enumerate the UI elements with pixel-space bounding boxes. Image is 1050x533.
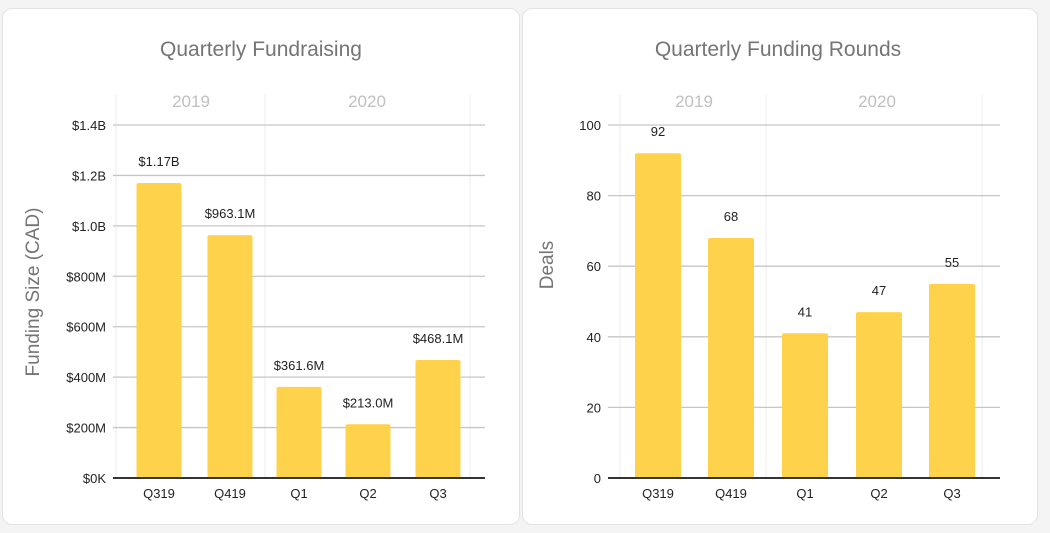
y-tick-label: $0K	[83, 471, 106, 486]
y-tick-label: 40	[587, 330, 601, 345]
bar-q1	[782, 333, 828, 478]
y-axis-label: Deals	[537, 241, 558, 290]
fundraising-chart: Quarterly Fundraising 2019 2020 Funding …	[23, 38, 485, 501]
funding-rounds-chart: Quarterly Funding Rounds 2019 2020 Deals…	[537, 38, 1000, 501]
x-tick-label: Q319	[642, 486, 674, 501]
data-label: 41	[798, 304, 812, 319]
data-label: $963.1M	[205, 206, 256, 221]
x-tick-label: Q419	[214, 486, 246, 501]
y-tick-label: $1.0B	[72, 219, 106, 234]
bar-q3	[415, 359, 461, 478]
group-label-2019: 2019	[172, 92, 210, 111]
x-tick-label: Q3	[943, 486, 960, 501]
y-tick-label: $1.4B	[72, 118, 106, 133]
group-label-2020: 2020	[348, 92, 386, 111]
bar-q2	[856, 312, 902, 478]
y-tick-label: 80	[587, 189, 601, 204]
bar-q419	[207, 235, 253, 478]
bar-q419	[708, 237, 754, 478]
x-tick-label: Q3	[429, 486, 446, 501]
bar-q1	[276, 386, 322, 478]
x-tick-label: Q1	[796, 486, 813, 501]
chart-title: Quarterly Fundraising	[160, 38, 362, 61]
x-tick-label: Q419	[715, 486, 747, 501]
group-label-2020: 2020	[858, 92, 896, 111]
y-tick-label: $200M	[66, 421, 106, 436]
y-axis-label: Funding Size (CAD)	[23, 208, 44, 377]
y-tick-label: $1.2B	[72, 168, 106, 183]
group-label-2019: 2019	[675, 92, 713, 111]
data-label: $213.0M	[343, 395, 394, 410]
y-tick-label: 100	[579, 118, 601, 133]
data-label: 47	[872, 283, 886, 298]
y-tick-label: $800M	[66, 269, 106, 284]
x-tick-label: Q2	[359, 486, 376, 501]
x-tick-label: Q2	[870, 486, 887, 501]
chart-title: Quarterly Funding Rounds	[655, 38, 901, 61]
y-tick-label: 0	[594, 471, 601, 486]
bar-q319	[136, 182, 182, 478]
bar-q3	[929, 283, 975, 478]
data-label: $468.1M	[413, 331, 464, 346]
bar-q2	[345, 424, 391, 478]
x-tick-label: Q1	[290, 486, 307, 501]
y-tick-label: $600M	[66, 320, 106, 335]
bar-q319	[635, 153, 681, 479]
y-tick-label: $400M	[66, 370, 106, 385]
data-label: 92	[651, 124, 665, 139]
data-label: $361.6M	[274, 358, 325, 373]
x-tick-label: Q319	[143, 486, 175, 501]
data-label: 68	[724, 209, 738, 224]
data-label: 55	[945, 255, 959, 270]
y-tick-label: 60	[587, 259, 601, 274]
y-tick-label: 20	[587, 400, 601, 415]
data-label: $1.17B	[138, 154, 179, 169]
